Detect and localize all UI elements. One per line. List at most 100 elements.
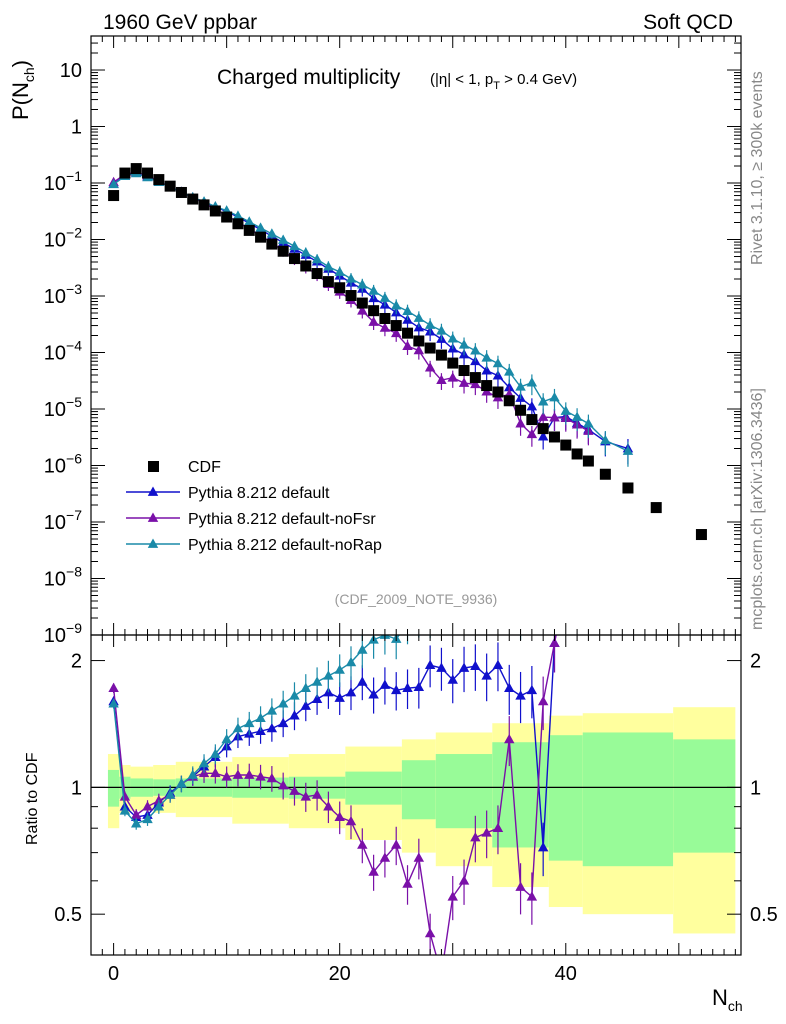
ratio-point [108,698,119,708]
ratio-point [515,607,525,616]
cdf-point [695,529,707,541]
cdf-point [142,167,154,179]
ratio-point [187,769,198,779]
ratio-point [402,618,412,627]
ratio-point [153,801,165,811]
cdf-point [503,395,515,407]
legend-marker [147,486,159,496]
ratio-point [413,681,425,691]
ratio-point [572,563,582,572]
data-point [481,365,492,375]
ratio-point [164,789,176,799]
cdf-point [424,342,436,354]
stat-uncertainty-band [107,769,120,807]
data-point [436,374,447,385]
data-point [323,261,334,271]
data-point [277,234,289,244]
ratio-panel: 0 20 40 0.5 0.5 1 1 2 2 [54,507,778,985]
ratio-point [492,659,504,670]
y-tick-label: 10−1 [44,168,82,195]
cdf-point [198,199,210,211]
ratio-point [277,698,289,708]
data-point [244,216,255,226]
data-point [436,325,447,335]
ratio-point [470,832,481,842]
ratio-point [458,662,470,672]
stat-uncertainty-band [673,739,736,853]
data-point [311,253,323,264]
cdf-point [187,193,199,205]
ratio-point [232,722,244,733]
ratio-point [623,507,633,516]
data-point [108,178,119,189]
y-tick-label: 10−3 [44,281,82,308]
ratio-point [176,778,187,788]
ratio-point [345,686,357,697]
ratio-point [493,569,503,578]
ratio-point [447,891,458,901]
ratio-point [300,791,312,801]
ratio-point [402,878,413,888]
data-point [289,240,300,251]
y-tick-label: 10−4 [44,338,82,365]
legend-entry: CDF [148,459,221,476]
cdf-point [413,335,425,347]
ratio-point [379,679,391,689]
y-tick-label: 10−2 [44,225,82,252]
y-axis-label: P(Nch) [8,60,37,120]
cdf-point [311,268,323,280]
ratio-point [481,827,492,837]
category-label: Soft QCD [643,11,733,34]
data-point [481,352,492,362]
ratio-point [538,581,548,590]
cdf-point [368,305,380,317]
legend-entry: Pythia 8.212 default [126,485,330,502]
data-point [600,434,611,445]
ratio-point [345,815,357,826]
ratio-point [300,682,312,693]
ratio-point [447,674,458,684]
x-tick-label: 40 [555,963,577,985]
data-point [345,273,357,283]
data-point [266,228,278,238]
ratio-point [142,801,153,811]
cdf-point [108,190,120,202]
data-point [492,357,504,368]
y-tick-label: 10−6 [44,451,82,478]
ratio-y-tick-label: 2 [71,651,82,673]
data-point [571,411,583,421]
ratio-point [561,528,571,537]
ratio-point [221,733,232,744]
ratio-point [537,841,549,852]
data-point [622,445,634,455]
cdf-point [334,282,346,294]
data-point [402,305,413,316]
ratio-point [142,813,153,824]
cdf-point [492,386,504,398]
cdf-point [515,404,527,416]
cdf-point [469,372,481,384]
ratio-y-tick-label: 0.5 [54,904,82,926]
data-point [424,319,436,329]
ratio-point [244,717,255,728]
data-point [447,372,458,382]
data-point [334,266,345,276]
ratio-point [119,791,131,801]
ratio-point [561,581,571,590]
stat-uncertainty-band [582,732,674,867]
cdf-point [345,290,357,302]
data-point [526,377,538,387]
cdf-point [243,224,255,236]
chart-subtitle: (|η| < 1, pT > 0.4 GeV) [430,71,577,92]
data-point [357,305,368,315]
svg-text:P(Nch): P(Nch) [8,60,37,120]
y-tick-label: 10−8 [44,564,82,591]
data-point [526,428,538,439]
ratio-point [458,875,470,885]
data-point [537,411,549,421]
cdf-point [435,349,447,361]
ratio-point [266,772,278,783]
ratio-point [289,710,300,720]
cdf-point [277,245,289,257]
data-point [232,210,244,220]
